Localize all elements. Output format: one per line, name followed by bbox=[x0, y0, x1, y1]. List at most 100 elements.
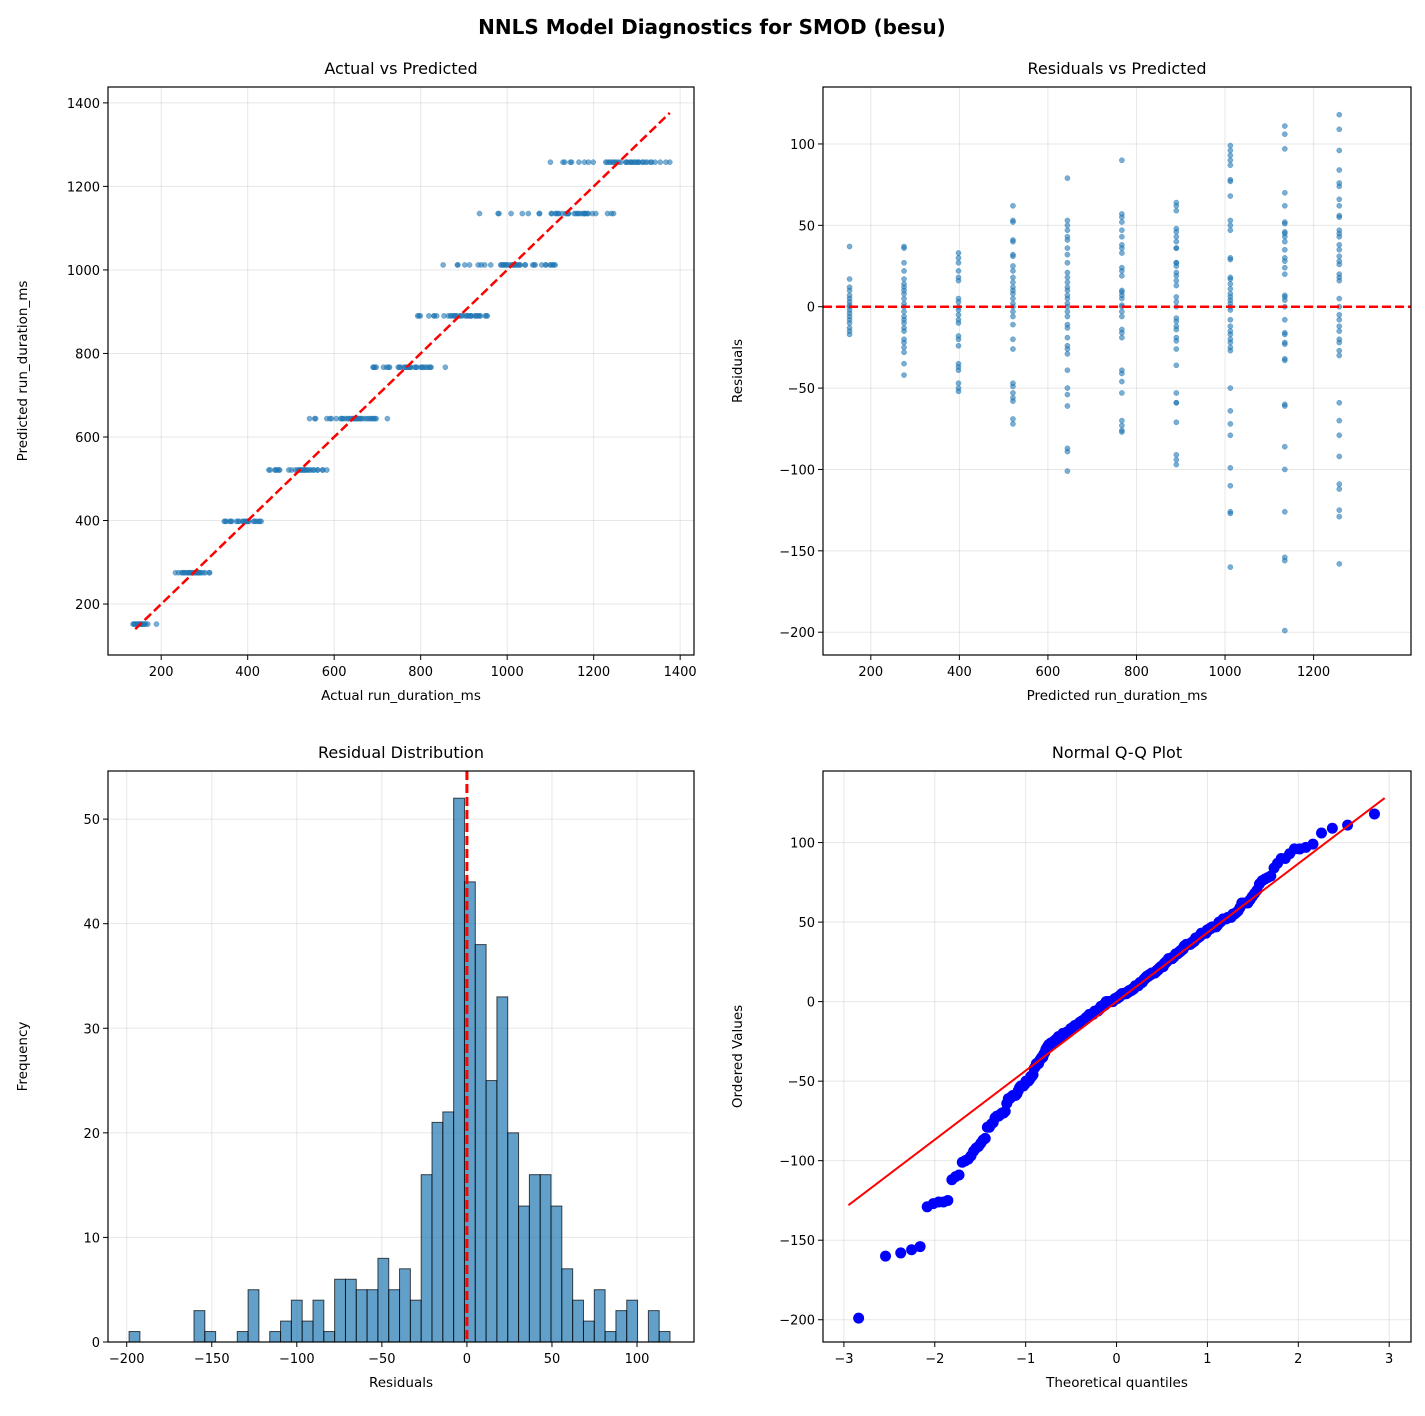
data-point bbox=[1064, 222, 1071, 229]
y-tick-label: 50 bbox=[798, 219, 815, 234]
data-point bbox=[1336, 261, 1343, 268]
data-point bbox=[1173, 362, 1180, 369]
histogram-bar bbox=[518, 1205, 530, 1343]
data-point bbox=[130, 621, 136, 627]
data-point bbox=[1281, 331, 1288, 338]
data-point bbox=[1281, 557, 1288, 564]
data-point bbox=[1281, 297, 1288, 304]
data-point bbox=[250, 518, 257, 525]
histogram-bar bbox=[474, 944, 487, 1343]
data-point bbox=[536, 210, 543, 217]
data-point bbox=[1064, 217, 1071, 224]
data-point bbox=[1227, 482, 1234, 489]
x-tick-label: 1 bbox=[1203, 1352, 1211, 1367]
data-point bbox=[955, 250, 962, 256]
data-point bbox=[1281, 341, 1288, 347]
normal-qq-plot: −3 −2 −1 0 1 2 3 −200 −150 −100 −50 0 50 100 Normal Q-… bbox=[730, 743, 1412, 1391]
data-point bbox=[476, 210, 483, 217]
data-point bbox=[508, 210, 514, 217]
data-point bbox=[663, 159, 669, 166]
data-point bbox=[1336, 453, 1343, 460]
data-point bbox=[529, 262, 536, 268]
data-point bbox=[1119, 308, 1125, 315]
x-tick-label: 50 bbox=[544, 1352, 561, 1367]
data-point bbox=[1227, 193, 1234, 199]
qq-point bbox=[953, 1169, 965, 1181]
y-tick-label: −50 bbox=[788, 1075, 815, 1090]
data-point bbox=[272, 467, 278, 473]
data-point bbox=[1173, 277, 1180, 284]
data-point bbox=[380, 364, 387, 371]
data-point bbox=[1336, 214, 1343, 221]
histogram-bar bbox=[290, 1299, 303, 1343]
x-axis-label: Predicted run_duration_ms bbox=[1027, 688, 1208, 704]
data-point bbox=[1119, 272, 1125, 279]
y-tick-label: 1200 bbox=[67, 180, 100, 195]
histogram-bar bbox=[366, 1289, 379, 1343]
qq-point bbox=[1316, 827, 1328, 839]
qq-point bbox=[914, 1241, 926, 1253]
plot-title: Normal Q-Q Plot bbox=[1052, 743, 1182, 762]
x-tick-label: 800 bbox=[1124, 665, 1149, 680]
data-point bbox=[1119, 233, 1125, 240]
data-point bbox=[1227, 307, 1234, 313]
data-point bbox=[1010, 421, 1016, 427]
data-point bbox=[1010, 202, 1016, 209]
y-tick-label: −200 bbox=[779, 626, 815, 641]
data-point bbox=[581, 159, 588, 166]
data-point bbox=[1227, 285, 1234, 292]
y-tick-label: 400 bbox=[75, 515, 100, 530]
data-point bbox=[955, 380, 962, 387]
qq-point bbox=[942, 1194, 954, 1206]
data-point bbox=[1227, 421, 1234, 427]
y-tick-label: 0 bbox=[92, 1336, 100, 1351]
data-point bbox=[901, 360, 907, 367]
data-point bbox=[1336, 295, 1343, 302]
data-point bbox=[461, 262, 468, 268]
data-point bbox=[846, 243, 853, 250]
data-point bbox=[1064, 227, 1071, 234]
y-tick-label: −50 bbox=[788, 382, 815, 397]
data-point bbox=[1281, 202, 1288, 209]
data-point bbox=[1119, 390, 1125, 396]
histogram-bar bbox=[334, 1278, 346, 1343]
data-point bbox=[1227, 256, 1234, 263]
data-point bbox=[1227, 408, 1234, 414]
data-point bbox=[1336, 347, 1343, 354]
data-point bbox=[1281, 508, 1288, 515]
x-tick-label: 600 bbox=[322, 665, 347, 680]
data-point bbox=[1119, 370, 1125, 377]
x-tick-label: −50 bbox=[368, 1352, 395, 1367]
histogram-bar bbox=[301, 1320, 314, 1343]
histogram-bar bbox=[658, 1331, 671, 1343]
data-point bbox=[1173, 390, 1180, 396]
data-point bbox=[955, 255, 962, 261]
data-point bbox=[1336, 312, 1343, 318]
data-point bbox=[1119, 378, 1125, 385]
data-point bbox=[1064, 351, 1071, 357]
data-point bbox=[1064, 367, 1071, 374]
data-point bbox=[1227, 316, 1234, 323]
data-point bbox=[1336, 111, 1343, 118]
data-point bbox=[1336, 486, 1343, 492]
qq-point bbox=[1326, 822, 1338, 834]
data-point bbox=[1064, 346, 1071, 352]
x-axis-label: Actual run_duration_ms bbox=[321, 688, 481, 704]
data-point bbox=[1336, 246, 1343, 253]
axes-frame bbox=[107, 770, 695, 1343]
data-point bbox=[1173, 461, 1180, 468]
x-tick-label: 1200 bbox=[577, 665, 610, 680]
qq-point bbox=[979, 1132, 991, 1144]
data-point bbox=[1064, 295, 1071, 302]
data-point bbox=[1227, 281, 1234, 287]
data-point bbox=[1227, 147, 1234, 154]
qq-point bbox=[895, 1247, 907, 1259]
histogram-bar bbox=[420, 1174, 433, 1343]
x-tick-label: 2 bbox=[1294, 1352, 1302, 1367]
data-point bbox=[901, 344, 907, 351]
histogram-bar bbox=[582, 1320, 595, 1343]
histogram-bar bbox=[615, 1310, 628, 1343]
x-tick-label: 400 bbox=[947, 665, 972, 680]
data-point bbox=[1227, 323, 1234, 330]
y-axis-label: Frequency bbox=[15, 1022, 31, 1092]
